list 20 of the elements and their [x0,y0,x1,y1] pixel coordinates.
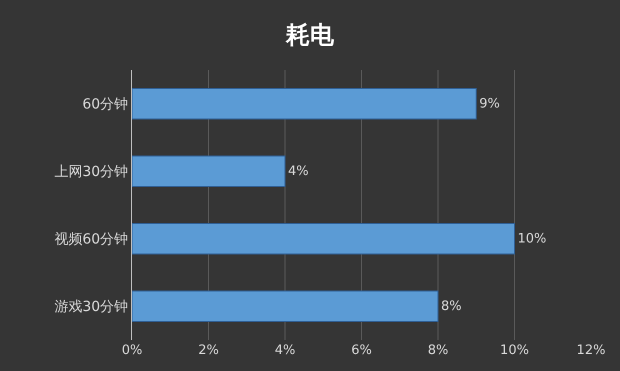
y-tick-label: 60分钟 [82,96,128,113]
x-tick-label: 4% [274,343,296,358]
bar [132,156,286,187]
chart-title: 耗电 [285,20,335,49]
y-tick-label: 上网30分钟 [54,164,128,180]
data-label: 4% [288,164,309,179]
y-tick-label: 游戏30分钟 [54,299,128,316]
data-label: 9% [479,96,500,112]
bar [132,223,515,254]
bar [132,290,438,322]
bar [132,88,477,120]
y-tick-label: 视频60分钟 [54,232,128,248]
data-label: 8% [441,298,462,314]
x-tick-label: 10% [500,343,529,358]
x-tick-label: 2% [198,343,219,358]
x-tick-label: 8% [428,343,448,358]
x-tick-label: 0% [122,343,142,358]
data-label: 10% [518,231,546,246]
x-tick-label: 6% [351,343,372,358]
x-tick-label: 12% [576,343,606,358]
